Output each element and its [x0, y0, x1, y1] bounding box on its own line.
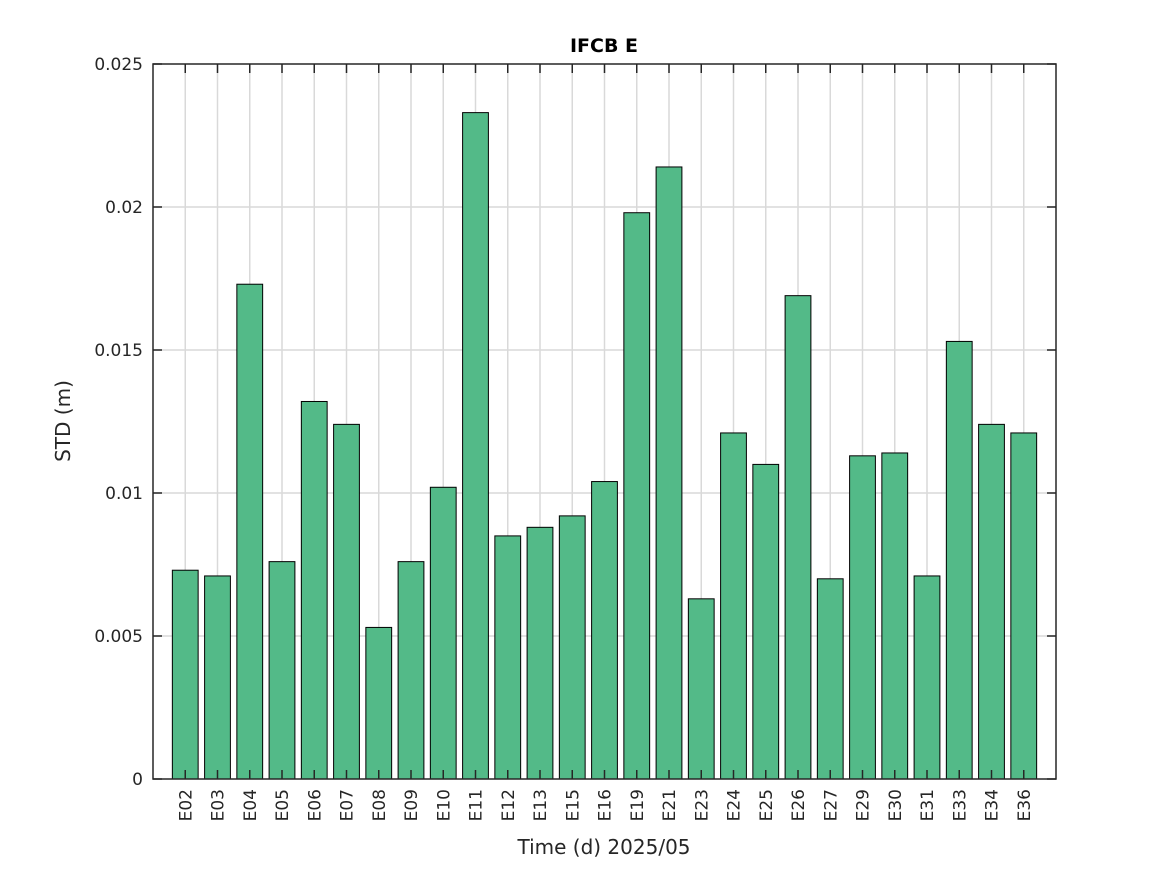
bar-E03	[204, 575, 231, 780]
bar-E25	[752, 463, 780, 780]
bar-E27	[816, 578, 844, 780]
x-tick-label: E03	[209, 789, 229, 821]
chart-title: IFCB E	[570, 35, 638, 57]
bar-E02	[171, 569, 199, 780]
y-tick-label: 0.025	[94, 55, 143, 75]
bar-E05	[268, 561, 296, 780]
bar-E07	[333, 423, 360, 780]
bar-E26	[784, 295, 812, 780]
bar-E36	[1010, 432, 1038, 780]
x-tick-label: E05	[273, 789, 293, 821]
x-tick-label: E30	[886, 789, 906, 821]
x-tick-label: E02	[176, 789, 196, 821]
bar-E15	[558, 515, 586, 780]
bar-E29	[849, 455, 876, 780]
y-axis-title: STD (m)	[51, 380, 75, 462]
x-tick-label: E26	[789, 789, 809, 821]
bar-E21	[655, 166, 683, 780]
x-tick-label: E07	[338, 789, 358, 821]
bar-E31	[913, 575, 941, 780]
x-tick-label: E12	[499, 789, 519, 821]
x-tick-label: E27	[821, 789, 841, 821]
x-tick-label: E24	[725, 789, 745, 821]
x-tick-label: E11	[467, 789, 487, 821]
bar-E19	[623, 212, 651, 780]
x-tick-label: E33	[950, 789, 970, 821]
bar-E30	[881, 452, 909, 780]
x-tick-label: E06	[305, 789, 325, 821]
bar-E13	[526, 526, 554, 780]
axis-ticks: 0 0.005 0.01 0.015 0.02 0.025 E02 E03 E04 E05 E06 E…	[94, 55, 1056, 821]
bar-E04	[236, 283, 264, 780]
bar-E12	[494, 535, 522, 780]
bar-E09	[397, 561, 425, 780]
x-tick-label: E15	[563, 789, 583, 821]
bar-E11	[462, 112, 489, 780]
bars	[171, 112, 1038, 780]
y-tick-label: 0	[132, 770, 143, 790]
x-axis-title: Time (d) 2025/05	[516, 835, 690, 859]
bar-E16	[591, 481, 618, 780]
x-tick-label: E29	[854, 789, 874, 821]
x-tick-label: E04	[241, 789, 261, 821]
y-tick-label: 0.02	[105, 198, 143, 218]
bar-E24	[720, 432, 747, 780]
bar-E23	[687, 598, 715, 780]
bar-E08	[365, 626, 393, 780]
x-tick-label: E10	[434, 789, 454, 821]
bar-E06	[300, 400, 328, 780]
x-tick-label: E13	[531, 789, 551, 821]
bar-E34	[978, 423, 1005, 780]
x-tick-label: E25	[757, 789, 777, 821]
x-tick-label: E19	[628, 789, 648, 821]
x-tick-label: E34	[983, 789, 1003, 821]
bar-E33	[945, 340, 973, 780]
y-tick-label: 0.015	[94, 341, 143, 361]
y-tick-label: 0.01	[105, 484, 143, 504]
x-tick-label: E31	[918, 789, 938, 821]
bar-E10	[429, 486, 457, 780]
y-tick-label: 0.005	[94, 627, 143, 647]
x-tick-label: E36	[1015, 789, 1035, 821]
x-tick-label: E23	[692, 789, 712, 821]
x-tick-label: E08	[370, 789, 390, 821]
x-tick-label: E09	[402, 789, 422, 821]
x-tick-label: E21	[660, 789, 680, 821]
x-tick-label: E16	[596, 789, 616, 821]
